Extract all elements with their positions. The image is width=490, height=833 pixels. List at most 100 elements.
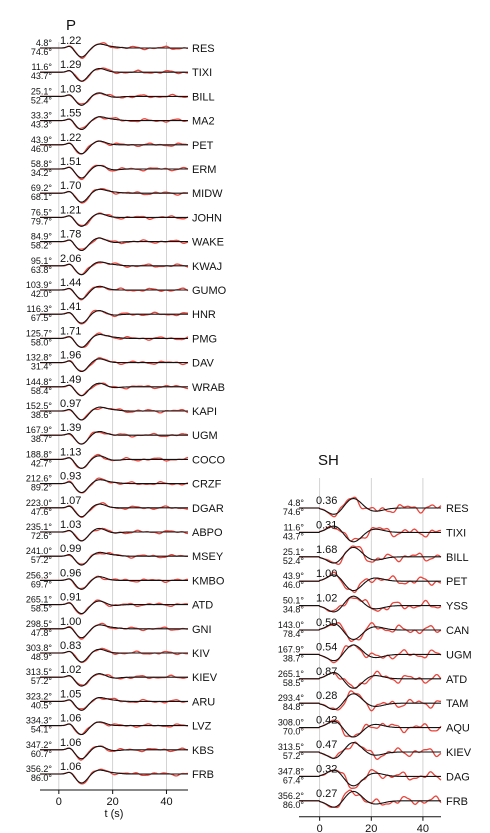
- synthetic-waveform: [299, 546, 441, 564]
- amplitude-label: 1.22: [60, 35, 81, 47]
- trace-gni: 298.5°47.8° 1.00 GNI: [26, 616, 212, 640]
- distance-label: 74.6°: [283, 507, 305, 517]
- synthetic-waveform: [40, 551, 188, 566]
- trace-tixi: 11.6°43.7° 0.31 TIXI: [283, 519, 466, 543]
- azimuth-label: 95.1°: [31, 256, 53, 266]
- amplitude-label: 1.00: [316, 568, 337, 580]
- azimuth-label: 223.0°: [26, 498, 53, 508]
- amplitude-label: 0.87: [316, 666, 337, 678]
- distance-label: 52.4°: [283, 556, 305, 566]
- azimuth-label: 58.8°: [31, 159, 53, 169]
- amplitude-label: 0.28: [316, 690, 337, 702]
- trace-ugm: 167.9°38.7° 0.54 UGM: [278, 641, 472, 663]
- distance-label: 43.7°: [283, 531, 305, 541]
- station-label: BILL: [192, 91, 215, 103]
- distance-label: 40.5°: [31, 700, 53, 710]
- trace-midw: 69.2°68.1° 1.70 MIDW: [31, 180, 223, 204]
- azimuth-label: 144.8°: [26, 377, 53, 387]
- amplitude-label: 1.06: [60, 713, 81, 725]
- azimuth-label: 11.6°: [32, 62, 53, 72]
- distance-label: 60.7°: [31, 749, 53, 759]
- amplitude-label: 0.96: [60, 567, 81, 579]
- distance-label: 67.4°: [283, 775, 305, 785]
- trace-erm: 58.8°34.2° 1.51 ERM: [31, 156, 216, 181]
- azimuth-label: 265.1°: [278, 669, 305, 679]
- synthetic-waveform: [299, 644, 441, 662]
- station-label: KBS: [192, 745, 214, 757]
- amplitude-label: 1.05: [60, 688, 81, 700]
- amplitude-label: 1.06: [60, 761, 81, 773]
- station-label: DAV: [192, 358, 214, 370]
- station-label: DGAR: [192, 503, 224, 515]
- distance-label: 58.5°: [31, 604, 53, 614]
- distance-label: 70.0°: [283, 727, 305, 737]
- synthetic-waveform: [40, 382, 188, 397]
- x-tick-label: 20: [365, 823, 377, 833]
- trace-dag: 347.8°67.4° 0.32 DAG: [278, 763, 470, 789]
- station-label: MA2: [192, 116, 215, 128]
- amplitude-label: 1.03: [60, 83, 81, 95]
- amplitude-label: 0.50: [316, 617, 337, 629]
- azimuth-label: 25.1°: [31, 86, 53, 96]
- amplitude-label: 0.32: [316, 763, 337, 775]
- trace-yss: 50.1°34.8° 1.02 YSS: [283, 593, 468, 615]
- distance-label: 67.5°: [31, 313, 53, 323]
- synthetic-waveform: [40, 721, 188, 736]
- amplitude-label: 1.39: [60, 422, 81, 434]
- distance-label: 58.5°: [283, 678, 305, 688]
- azimuth-label: 235.1°: [26, 522, 53, 532]
- station-label: WAKE: [192, 237, 224, 249]
- station-label: KIEV: [192, 672, 218, 684]
- amplitude-label: 1.71: [60, 325, 81, 337]
- station-label: PET: [192, 140, 214, 152]
- station-label: ARU: [192, 696, 215, 708]
- azimuth-label: 356.2°: [278, 791, 305, 801]
- azimuth-label: 323.2°: [26, 691, 53, 701]
- synthetic-waveform: [40, 406, 188, 421]
- synthetic-waveform: [40, 769, 188, 784]
- station-label: GUMO: [192, 285, 227, 297]
- station-label: KMBO: [192, 575, 225, 587]
- trace-msey: 241.0°57.2° 0.99 MSEY: [26, 543, 224, 566]
- azimuth-label: 356.2°: [26, 764, 53, 774]
- distance-label: 38.7°: [283, 653, 305, 663]
- station-label: KIV: [192, 648, 210, 660]
- azimuth-label: 103.9°: [26, 280, 53, 290]
- synthetic-waveform: [40, 430, 188, 445]
- station-label: DAG: [446, 771, 470, 783]
- distance-label: 74.6°: [31, 47, 53, 57]
- trace-tam: 293.4°84.8° 0.28 TAM: [278, 690, 469, 712]
- azimuth-label: 241.0°: [26, 546, 53, 556]
- trace-wrab: 144.8°58.4° 1.49 WRAB: [26, 374, 225, 397]
- amplitude-label: 1.03: [60, 519, 81, 531]
- distance-label: 34.2°: [31, 168, 53, 178]
- station-label: JOHN: [192, 212, 222, 224]
- amplitude-label: 0.27: [316, 788, 337, 800]
- distance-label: 78.4°: [283, 629, 305, 639]
- synthetic-waveform: [40, 745, 188, 760]
- p-wave-panel: P 4.8°74.6° 1.22 RES 11.6°43.7° 1.29 TIXI 25.1°…: [26, 17, 227, 820]
- distance-label: 58.2°: [31, 241, 53, 251]
- x-tick-label: 40: [160, 796, 172, 808]
- azimuth-label: 43.9°: [31, 135, 53, 145]
- synthetic-waveform: [40, 188, 188, 203]
- amplitude-label: 0.31: [316, 519, 337, 531]
- distance-label: 72.6°: [31, 531, 53, 541]
- synthetic-waveform: [40, 116, 188, 131]
- amplitude-label: 1.06: [60, 737, 81, 749]
- synthetic-waveform: [40, 67, 188, 82]
- station-label: AQU: [446, 723, 470, 735]
- amplitude-label: 2.06: [60, 253, 81, 265]
- distance-label: 58.0°: [31, 337, 53, 347]
- distance-label: 38.6°: [31, 410, 53, 420]
- trace-aru: 323.2°40.5° 1.05 ARU: [26, 688, 215, 711]
- azimuth-label: 125.7°: [26, 328, 53, 338]
- station-label: PMG: [192, 333, 217, 345]
- trace-frb: 356.2°86.0° 1.06 FRB: [26, 761, 214, 785]
- trace-bill: 25.1°52.4° 1.03 BILL: [31, 83, 215, 106]
- sh-wave-panel: SH 4.8°74.6° 0.36 RES 11.6°43.7° 0.31 TIXI 25.1…: [278, 452, 472, 833]
- station-label: UGM: [446, 649, 472, 661]
- distance-label: 38.7°: [31, 434, 53, 444]
- azimuth-label: 313.5°: [26, 667, 53, 677]
